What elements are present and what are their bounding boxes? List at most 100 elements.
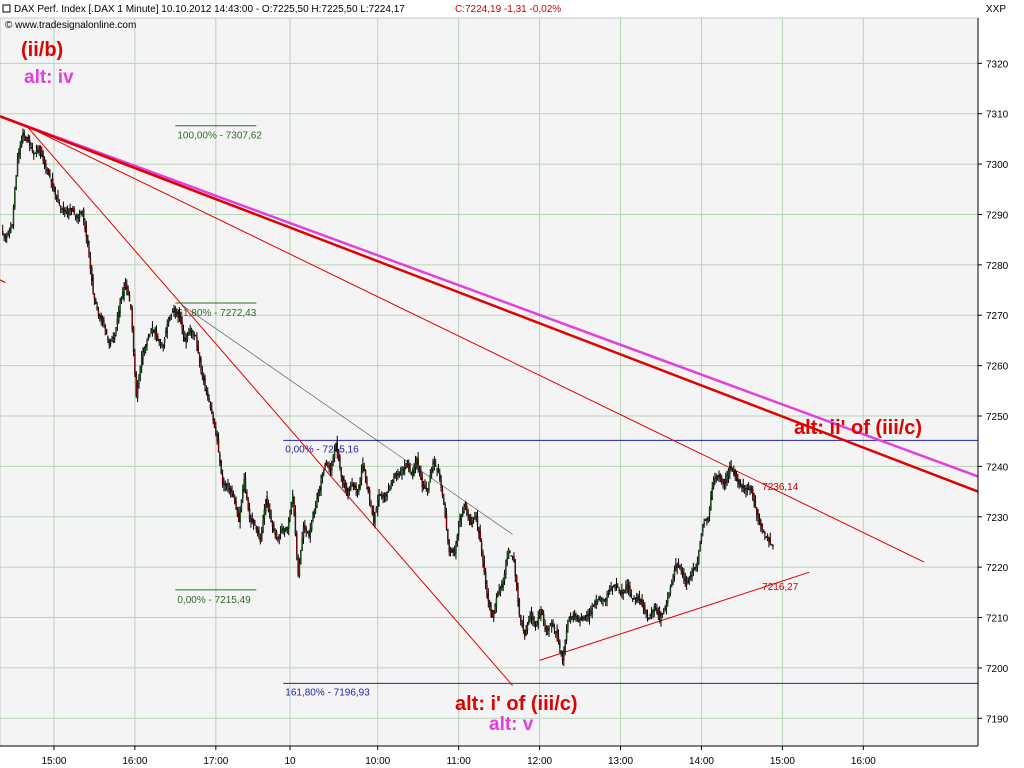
grid: [0, 18, 978, 746]
candle-body: [656, 610, 658, 613]
candle-body: [412, 469, 414, 477]
candle-body: [534, 624, 537, 626]
candle-body: [297, 556, 299, 575]
candle-body: [259, 538, 262, 543]
candle-body: [711, 488, 713, 501]
x-tick-label: 17:00: [203, 756, 228, 767]
candle-body: [347, 491, 349, 496]
candle-body: [372, 511, 375, 523]
candle-body: [564, 640, 566, 650]
candle-body: [698, 552, 700, 564]
candle-body: [61, 207, 63, 210]
candle-body: [480, 541, 483, 550]
candle-body: [310, 522, 313, 531]
candle-body: [88, 247, 90, 257]
candle-body: [482, 551, 484, 562]
candle-body: [761, 524, 763, 530]
candle-body: [741, 486, 743, 489]
candle-body: [194, 335, 197, 337]
y-tick-label: 7220: [986, 563, 1009, 574]
candle-body: [524, 629, 526, 636]
candle-body: [386, 491, 388, 497]
y-tick-label: 7320: [986, 59, 1009, 70]
candle-body: [646, 614, 649, 617]
candle-body: [444, 504, 446, 517]
candle-body: [723, 479, 726, 485]
candle-body: [196, 336, 198, 345]
candle-body: [200, 359, 202, 371]
candle-body: [339, 457, 341, 469]
candle-body: [766, 535, 769, 540]
candle-body: [69, 208, 71, 211]
candle-body: [598, 598, 600, 600]
candle-body: [466, 505, 468, 510]
candle-body: [39, 145, 42, 153]
candle-body: [234, 498, 236, 504]
candle-body: [82, 208, 85, 221]
candle-body: [162, 345, 164, 347]
candle-body: [22, 133, 24, 139]
candle-body: [302, 526, 305, 539]
candle-body: [729, 466, 731, 474]
candle-body: [113, 335, 116, 339]
candle-body: [96, 306, 98, 310]
candle-body: [184, 337, 186, 341]
y-tick-label: 7210: [986, 614, 1009, 625]
candle-body: [707, 516, 709, 521]
trendline: [26, 125, 513, 686]
candle-body: [143, 347, 146, 353]
candle-body: [341, 476, 344, 482]
candle-body: [572, 614, 575, 619]
candle-body: [433, 461, 436, 465]
candle-body: [122, 292, 124, 300]
candle-body: [76, 216, 78, 219]
candle-body: [112, 337, 115, 339]
candle-body: [320, 480, 322, 490]
channel-label: 7216,27: [762, 582, 799, 593]
chart-change: C:7224,19 -1,31 -0,02%: [455, 4, 561, 15]
candle-body: [716, 475, 719, 478]
candle-body: [105, 328, 108, 335]
candle-body: [319, 486, 321, 492]
candle-body: [192, 331, 194, 334]
candle-body: [668, 592, 670, 599]
candle-body: [10, 227, 12, 233]
trendline: [0, 115, 979, 493]
fib-label-right: 0,00% - 7245,16: [285, 444, 359, 455]
wave-label-right-main: alt: ii' of (iii/c): [794, 417, 922, 439]
candle-body: [453, 551, 456, 555]
candle-body: [588, 614, 591, 619]
y-tick-label: 7230: [986, 513, 1009, 524]
candle-body: [374, 514, 376, 524]
candle-body: [747, 488, 750, 491]
candle-body: [355, 486, 357, 490]
candle-body: [746, 487, 749, 490]
candle-body: [154, 328, 156, 335]
candle-body: [221, 475, 224, 485]
candle-body: [765, 536, 767, 539]
candle-body: [336, 440, 338, 453]
candle-body: [553, 626, 556, 630]
candle-body: [207, 391, 209, 397]
wave-label-top-main: (ii/b): [21, 39, 63, 61]
candle-body: [333, 449, 336, 459]
candle-body: [85, 225, 88, 237]
candle-body: [436, 468, 438, 471]
candle-body: [532, 617, 534, 621]
candle-body: [198, 355, 201, 363]
candle-body: [208, 397, 210, 403]
candle-body: [287, 518, 290, 529]
candle-body: [536, 621, 538, 623]
candle-body: [529, 614, 531, 619]
candle-body: [640, 598, 642, 603]
candle-body: [654, 607, 657, 611]
candle-body: [677, 563, 680, 568]
candle-body: [557, 636, 560, 642]
candle-body: [256, 529, 259, 534]
candle-body: [312, 517, 314, 521]
candle-body: [715, 477, 718, 479]
candle-body: [185, 337, 187, 343]
candle-body: [23, 132, 25, 136]
fib-label-right: 161,80% - 7196,93: [285, 687, 370, 698]
candle-body: [714, 478, 716, 482]
